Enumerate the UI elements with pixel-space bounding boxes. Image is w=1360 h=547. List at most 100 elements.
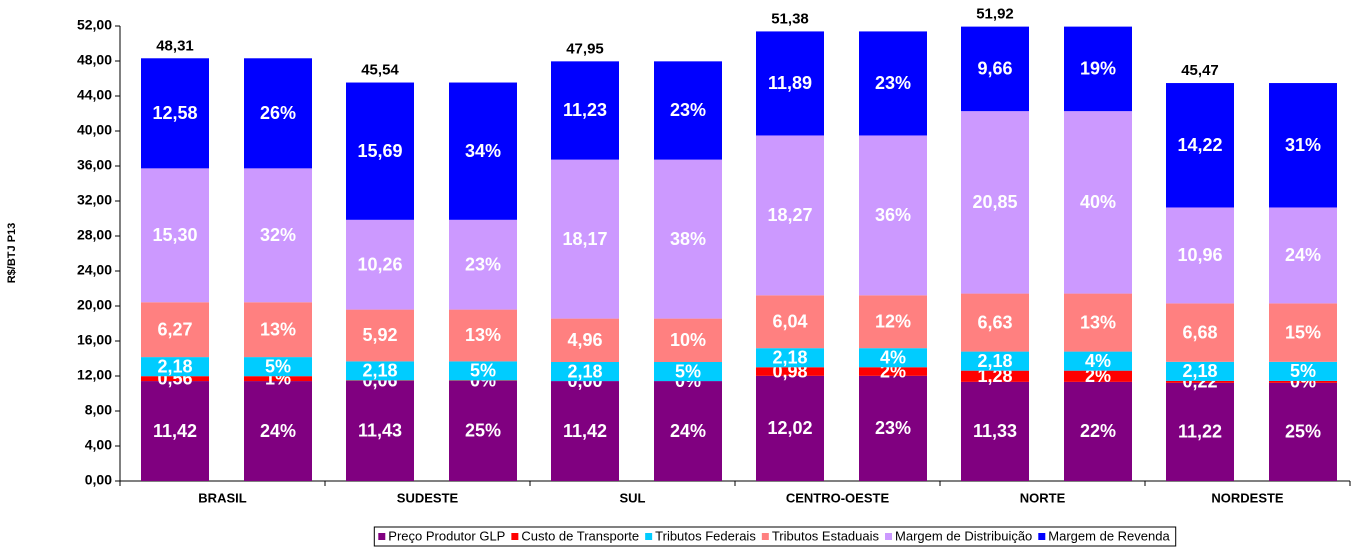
share-segment — [1064, 381, 1132, 481]
share-label: 26% — [260, 103, 296, 123]
share-segment — [244, 376, 312, 382]
y-tick-label: 8,00 — [85, 402, 112, 418]
share-segment — [1269, 83, 1337, 208]
share-label: 24% — [1285, 245, 1321, 265]
share-segment — [244, 302, 312, 358]
bar-segment — [1166, 382, 1234, 481]
value-label: 6,04 — [772, 312, 807, 332]
bar-segment — [756, 367, 824, 376]
share-segment — [449, 361, 517, 381]
legend-marker — [761, 533, 769, 540]
legend-marker — [1038, 533, 1046, 540]
value-label: 10,96 — [1177, 245, 1222, 265]
share-segment — [859, 135, 927, 296]
bar-segment — [551, 381, 619, 481]
share-segment — [449, 82, 517, 220]
share-segment — [1269, 207, 1337, 304]
share-label: 2% — [1085, 366, 1111, 386]
legend-label: Custo de Transporte — [521, 528, 639, 543]
share-segment — [244, 381, 312, 481]
total-label: 45,54 — [361, 61, 399, 78]
share-label: 23% — [670, 100, 706, 120]
share-label: 31% — [1285, 135, 1321, 155]
bar-segment — [1166, 207, 1234, 304]
value-label: 2,18 — [1182, 361, 1217, 381]
share-label: 15% — [1285, 322, 1321, 342]
bar-segment — [141, 58, 209, 169]
bar-segment — [961, 26, 1029, 112]
value-label: 12,02 — [767, 418, 812, 438]
share-label: 25% — [1285, 422, 1321, 442]
share-segment — [1064, 370, 1132, 382]
bar-segment — [346, 82, 414, 220]
bar-segment — [346, 219, 414, 310]
share-label: 5% — [470, 361, 496, 381]
share-segment — [859, 295, 927, 349]
legend-marker — [511, 533, 519, 540]
bar-segment — [961, 351, 1029, 371]
legend-label: Tributos Estaduais — [772, 528, 880, 543]
value-label: 11,23 — [563, 100, 607, 120]
share-label: 25% — [465, 421, 501, 441]
share-segment — [449, 380, 517, 381]
share-label: 4% — [1085, 351, 1111, 371]
share-label: 10% — [670, 330, 706, 350]
legend-label: Margem de Revenda — [1048, 528, 1170, 543]
share-segment — [244, 58, 312, 169]
y-tick-label: 44,00 — [77, 87, 112, 103]
bar-segment — [1166, 380, 1234, 383]
share-label: 12% — [875, 312, 911, 332]
share-segment — [1269, 380, 1337, 383]
value-label: 2,18 — [362, 361, 397, 381]
bar-segment — [141, 168, 209, 303]
y-tick-label: 40,00 — [77, 122, 112, 138]
share-segment — [244, 168, 312, 303]
bar-segment — [141, 302, 209, 358]
value-label: 18,27 — [767, 205, 812, 225]
share-segment — [654, 318, 722, 362]
x-tick-label: SUDESTE — [397, 490, 459, 505]
legend-marker — [645, 533, 653, 540]
y-tick-label: 48,00 — [77, 52, 112, 68]
share-label: 38% — [670, 229, 706, 249]
share-label: 32% — [260, 225, 296, 245]
x-tick-label: NORTE — [1020, 490, 1066, 505]
bar-segment — [551, 61, 619, 160]
y-tick-label: 28,00 — [77, 227, 112, 243]
total-label: 45,47 — [1181, 62, 1219, 79]
bar-segment — [961, 381, 1029, 481]
share-segment — [654, 381, 722, 481]
share-label: 5% — [265, 356, 291, 376]
y-tick-label: 36,00 — [77, 157, 112, 173]
share-segment — [449, 219, 517, 310]
legend-label: Tributos Federais — [655, 528, 756, 543]
bar-segment — [346, 361, 414, 381]
share-label: 5% — [1290, 361, 1316, 381]
share-label: 23% — [875, 73, 911, 93]
share-segment — [859, 31, 927, 136]
share-segment — [1269, 361, 1337, 381]
bar-segment — [141, 376, 209, 382]
y-tick-label: 24,00 — [77, 262, 112, 278]
bar-segment — [346, 309, 414, 362]
value-label: 2,18 — [977, 351, 1012, 371]
share-segment — [654, 159, 722, 319]
share-segment — [449, 380, 517, 481]
total-label: 47,95 — [566, 40, 604, 57]
bar-segment — [961, 293, 1029, 352]
share-label: 34% — [465, 141, 501, 161]
value-label: 2,18 — [567, 361, 602, 381]
share-label: 40% — [1080, 192, 1116, 212]
x-tick-label: SUL — [620, 490, 646, 505]
bar-segment — [346, 380, 414, 381]
value-label: 11,42 — [153, 421, 197, 441]
share-segment — [859, 375, 927, 481]
bar-segment — [961, 111, 1029, 294]
share-label: 13% — [260, 319, 296, 339]
bar-segment — [1166, 83, 1234, 208]
bar-segment — [756, 348, 824, 368]
value-label: 11,22 — [1178, 422, 1222, 442]
value-label: 11,43 — [358, 421, 402, 441]
bar-segment — [551, 318, 619, 362]
